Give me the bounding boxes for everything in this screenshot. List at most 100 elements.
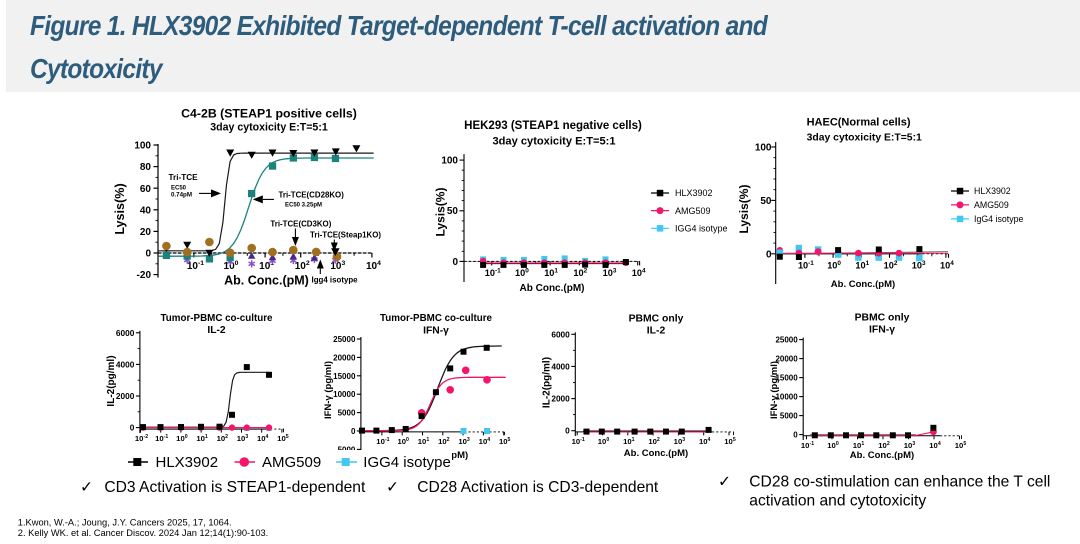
svg-text:100: 100 bbox=[515, 268, 529, 279]
svg-text:101: 101 bbox=[418, 437, 430, 446]
svg-text:PBMC only: PBMC only bbox=[855, 313, 910, 324]
svg-text:IFN-γ (pg/ml): IFN-γ (pg/ml) bbox=[323, 361, 334, 419]
svg-text:EC50 3.25pM: EC50 3.25pM bbox=[285, 203, 322, 209]
svg-text:EC50: EC50 bbox=[171, 186, 187, 192]
svg-text:105: 105 bbox=[724, 437, 736, 446]
svg-text:Ab. Conc.(pM): Ab. Conc.(pM) bbox=[224, 274, 309, 288]
svg-text:Ab. Conc.(pM): Ab. Conc.(pM) bbox=[831, 279, 895, 290]
svg-text:2. Kelly WK. et al. Cancer Dis: 2. Kelly WK. et al. Cancer Discov. 2024 … bbox=[18, 528, 268, 538]
svg-text:10000: 10000 bbox=[775, 393, 798, 402]
svg-text:Lysis(%): Lysis(%) bbox=[737, 185, 751, 234]
svg-text:10-1: 10-1 bbox=[572, 437, 585, 446]
svg-text:Tri-TCE: Tri-TCE bbox=[169, 173, 199, 182]
svg-text:-5000: -5000 bbox=[335, 445, 356, 454]
svg-text:20: 20 bbox=[140, 227, 152, 238]
svg-text:4000: 4000 bbox=[116, 359, 135, 369]
svg-text:104: 104 bbox=[699, 437, 711, 446]
svg-text:Lysis(%): Lysis(%) bbox=[434, 188, 448, 237]
svg-text:10000: 10000 bbox=[333, 390, 356, 399]
svg-text:IGG4 isotype: IGG4 isotype bbox=[675, 224, 728, 234]
svg-text:102: 102 bbox=[884, 260, 898, 271]
svg-text:3day cytoxicity E:T=5:1: 3day cytoxicity E:T=5:1 bbox=[492, 136, 615, 148]
svg-text:HLX3902: HLX3902 bbox=[675, 188, 713, 198]
svg-text:IL-2(pg/ml): IL-2(pg/ml) bbox=[106, 355, 117, 406]
svg-text:100: 100 bbox=[827, 260, 841, 271]
svg-text:0: 0 bbox=[766, 249, 772, 260]
svg-text:10-1: 10-1 bbox=[187, 260, 204, 272]
svg-text:AMG509: AMG509 bbox=[262, 454, 321, 471]
svg-text:CD28 Activation is CD3-depende: CD28 Activation is CD3-dependent bbox=[417, 479, 659, 496]
svg-text:✓: ✓ bbox=[80, 479, 93, 496]
svg-text:activation and cytotoxicity: activation and cytotoxicity bbox=[749, 493, 926, 510]
svg-text:103: 103 bbox=[674, 437, 686, 446]
svg-text:25000: 25000 bbox=[775, 336, 798, 345]
svg-text:AMG509: AMG509 bbox=[974, 200, 1009, 210]
svg-text:10-1: 10-1 bbox=[485, 268, 501, 279]
svg-text:Tri-TCE(CD3KO): Tri-TCE(CD3KO) bbox=[270, 219, 331, 228]
svg-text:0: 0 bbox=[130, 423, 135, 433]
svg-text:100: 100 bbox=[134, 141, 151, 152]
svg-text:Tri-TCE(CD28KO): Tri-TCE(CD28KO) bbox=[279, 190, 345, 199]
svg-text:0: 0 bbox=[793, 431, 798, 440]
svg-text:IGG4 isotype: IGG4 isotype bbox=[363, 454, 451, 471]
svg-text:10-1: 10-1 bbox=[801, 441, 814, 450]
svg-text:80: 80 bbox=[140, 162, 152, 173]
svg-text:HAEC(Normal cells): HAEC(Normal cells) bbox=[807, 117, 911, 129]
svg-text:3day cytoxicity E:T=5:1: 3day cytoxicity E:T=5:1 bbox=[807, 133, 922, 144]
svg-text:IgG4 isotype: IgG4 isotype bbox=[974, 214, 1023, 224]
svg-text:105: 105 bbox=[499, 437, 511, 446]
svg-text:CD28 co-stimulation can enhanc: CD28 co-stimulation can enhance the T ce… bbox=[749, 474, 1050, 491]
svg-text:100: 100 bbox=[441, 156, 458, 167]
svg-text:IFN-γ (pg/ml): IFN-γ (pg/ml) bbox=[769, 361, 780, 419]
svg-text:102: 102 bbox=[438, 437, 450, 446]
svg-text:C4-2B (STEAP1 positive cells): C4-2B (STEAP1 positive cells) bbox=[181, 107, 357, 121]
svg-text:104: 104 bbox=[940, 260, 954, 271]
svg-text:103: 103 bbox=[912, 260, 926, 271]
svg-text:104: 104 bbox=[366, 260, 381, 272]
svg-text:CD3 Activation is STEAP1-depen: CD3 Activation is STEAP1-dependent bbox=[104, 479, 366, 496]
svg-text:100: 100 bbox=[176, 434, 188, 443]
svg-text:103: 103 bbox=[237, 434, 249, 443]
svg-text:3day cytoxicity E:T=5:1: 3day cytoxicity E:T=5:1 bbox=[210, 122, 328, 134]
svg-text:0: 0 bbox=[145, 249, 151, 260]
svg-text:105: 105 bbox=[277, 434, 289, 443]
svg-text:20000: 20000 bbox=[333, 353, 356, 362]
svg-text:60: 60 bbox=[140, 184, 152, 195]
svg-text:Tumor-PBMC co-culture: Tumor-PBMC co-culture bbox=[380, 313, 492, 324]
svg-text:102: 102 bbox=[878, 441, 890, 450]
svg-text:104: 104 bbox=[632, 268, 646, 279]
svg-text:102: 102 bbox=[648, 437, 660, 446]
svg-text:Tri-TCE(Steap1KO): Tri-TCE(Steap1KO) bbox=[310, 230, 381, 239]
svg-text:101: 101 bbox=[544, 268, 558, 279]
svg-text:25000: 25000 bbox=[333, 335, 356, 344]
svg-text:15000: 15000 bbox=[333, 372, 356, 381]
svg-text:✓: ✓ bbox=[718, 474, 731, 491]
svg-text:2000: 2000 bbox=[551, 394, 570, 404]
svg-text:Ab. Conc.(pM): Ab. Conc.(pM) bbox=[624, 448, 688, 459]
svg-text:IL-2(pg/ml): IL-2(pg/ml) bbox=[542, 357, 553, 408]
svg-text:101: 101 bbox=[196, 434, 208, 443]
svg-text:10-1: 10-1 bbox=[155, 434, 168, 443]
svg-text:-20: -20 bbox=[137, 270, 152, 281]
svg-text:IL-2: IL-2 bbox=[207, 325, 226, 336]
svg-text:0.74pM: 0.74pM bbox=[171, 192, 192, 199]
svg-text:15000: 15000 bbox=[775, 374, 798, 383]
svg-text:IFN-γ: IFN-γ bbox=[423, 326, 449, 337]
svg-text:6000: 6000 bbox=[551, 329, 570, 339]
svg-text:2000: 2000 bbox=[116, 391, 135, 401]
svg-text:103: 103 bbox=[904, 441, 916, 450]
svg-text:101: 101 bbox=[853, 441, 865, 450]
svg-text:104: 104 bbox=[479, 437, 491, 446]
svg-text:0: 0 bbox=[452, 257, 458, 268]
svg-text:Ab Conc.(pM): Ab Conc.(pM) bbox=[520, 283, 585, 294]
svg-text:IL-2: IL-2 bbox=[647, 326, 666, 337]
svg-text:10-1: 10-1 bbox=[376, 437, 389, 446]
svg-text:101: 101 bbox=[623, 437, 635, 446]
svg-text:HLX3902: HLX3902 bbox=[974, 186, 1011, 196]
svg-text:102: 102 bbox=[295, 260, 310, 272]
svg-text:Lysis(%): Lysis(%) bbox=[113, 183, 127, 234]
svg-text:40: 40 bbox=[140, 205, 152, 216]
svg-text:101: 101 bbox=[855, 260, 869, 271]
svg-text:50: 50 bbox=[760, 196, 772, 207]
svg-text:103: 103 bbox=[330, 260, 345, 272]
